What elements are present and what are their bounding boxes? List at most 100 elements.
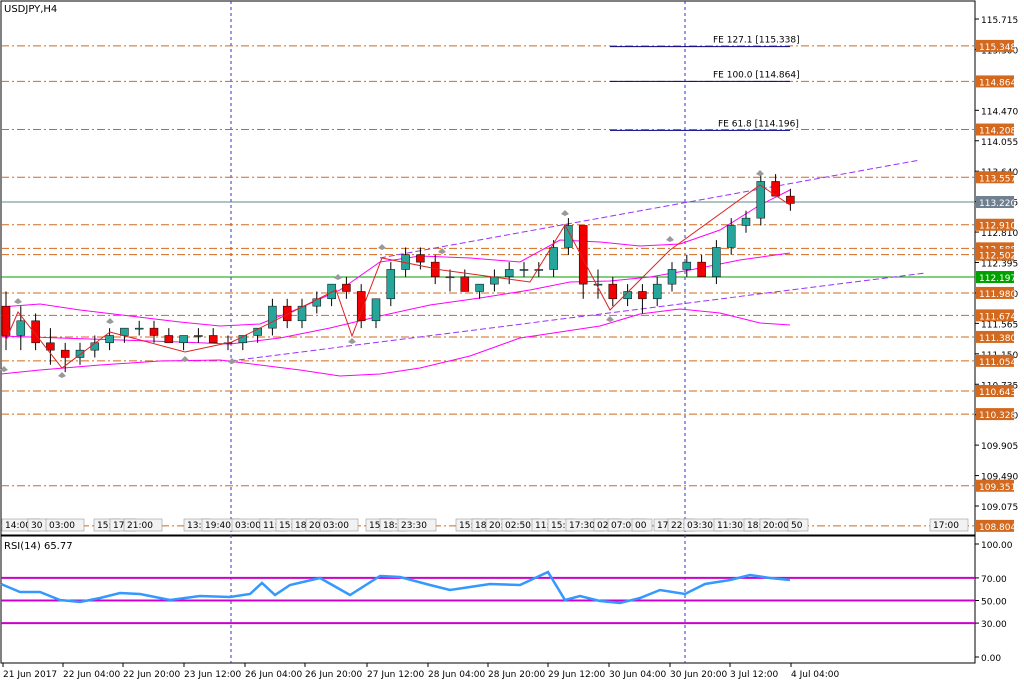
bull-candle — [652, 283, 662, 300]
zigzag-indicator — [5, 184, 791, 369]
session-tag: 18: — [295, 521, 309, 531]
bear-candle — [786, 195, 795, 204]
price-tick-label: 111.565 — [981, 320, 1018, 330]
time-label: 26 Jun 04:00 — [245, 670, 302, 680]
price-tick-label: 109.490 — [981, 473, 1018, 483]
time-axis: 21 Jun 2017 22 Jun 04:00 22 Jun 20:00 23 Ju… — [2, 663, 840, 680]
time-label: 29 Jun 12:00 — [548, 670, 605, 680]
current-price-box — [976, 195, 1014, 208]
fractal-arrow — [438, 248, 446, 254]
level-price-box — [976, 39, 1014, 52]
rsi-tick-label: 30.00 — [981, 620, 1007, 630]
zigzag-line — [5, 184, 791, 369]
green-level-box — [976, 271, 1014, 284]
level-price-box-label: 111.054 — [979, 358, 1016, 368]
session-tag: 17:00 — [933, 521, 959, 531]
session-tag: 14:00 — [5, 521, 31, 531]
level-price-box-label: 114.864 — [979, 78, 1016, 88]
price-tick-label: 115.715 — [981, 16, 1018, 26]
bull-candle — [105, 335, 114, 344]
green-level-box-label: 112.197 — [979, 274, 1016, 284]
bear-candle — [608, 283, 618, 300]
level-price-box — [976, 248, 1014, 261]
level-price-box — [976, 408, 1014, 421]
level-price-box-label: 110.643 — [979, 388, 1016, 398]
session-tag: 23:30 — [401, 521, 427, 531]
bollinger-bands — [0, 189, 791, 377]
time-label: 30 Jun 20:00 — [670, 670, 727, 680]
session-tag: 17: — [113, 521, 127, 531]
level-price-box-label: 112.910 — [979, 222, 1016, 232]
session-tag: 30 — [31, 521, 43, 531]
level-price-box — [976, 75, 1014, 88]
period-separators — [230, 1, 686, 663]
bull-candle — [682, 261, 692, 270]
fractal-arrow — [606, 316, 614, 322]
bull-candle — [268, 305, 277, 329]
session-tag: 20: — [489, 521, 503, 531]
fractal-arrow — [106, 318, 114, 324]
level-price-box — [976, 519, 1014, 532]
bull-candle — [504, 269, 514, 278]
bull-candle — [312, 298, 322, 307]
time-label: 22 Jun 20:00 — [123, 670, 180, 680]
session-tag: 21:00 — [127, 521, 153, 531]
time-label: 23 Jun 12:00 — [184, 670, 241, 680]
time-label: 3 Jul 12:00 — [730, 670, 779, 680]
bull-candle — [120, 327, 129, 336]
session-tag-box — [319, 518, 359, 532]
level-price-box-label: 110.328 — [979, 411, 1016, 421]
fractal-arrow — [334, 274, 342, 280]
level-price-box — [976, 171, 1014, 184]
level-price-box — [976, 218, 1014, 231]
time-label: 26 Jun 20:00 — [305, 670, 362, 680]
bear-candle — [460, 276, 470, 292]
time-label: 21 Jun 2017 — [3, 670, 57, 680]
session-tag: 11: — [263, 521, 277, 531]
level-price-box-label: 108.804 — [979, 523, 1016, 533]
level-price-box-label: 111.980 — [979, 290, 1016, 300]
fractal-arrow — [348, 338, 356, 344]
fractal-arrow — [561, 210, 569, 216]
session-tag: 02:50 — [505, 521, 531, 531]
fractal-arrow — [0, 366, 8, 372]
session-tag: 15: — [279, 521, 293, 531]
bear-candle — [342, 283, 351, 292]
level-price-box-label: 111.674 — [979, 312, 1016, 322]
bear-candle — [60, 349, 70, 358]
price-tick-label: 114.470 — [981, 107, 1018, 117]
fractal-arrow — [228, 358, 236, 364]
session-tag: 03:00 — [49, 521, 75, 531]
time-label: 27 Jun 12:00 — [367, 670, 424, 680]
bull-candle — [534, 269, 544, 271]
fractal-arrow — [756, 170, 764, 176]
bear-candle — [31, 320, 40, 344]
price-tick-label: 109.075 — [981, 503, 1018, 513]
price-tick-label: 112.395 — [981, 260, 1018, 270]
bull-candle — [549, 247, 558, 270]
session-tag-box — [397, 518, 437, 532]
bear-candle — [164, 335, 174, 344]
bear-candle — [282, 305, 292, 322]
level-price-box-label: 112.502 — [979, 252, 1016, 262]
fractal-arrow — [14, 298, 22, 304]
level-price-box-label: 115.348 — [979, 43, 1016, 53]
session-tag-box — [45, 518, 85, 532]
chart-title: USDJPY,H4 — [4, 4, 57, 15]
session-tag: 18: — [747, 521, 761, 531]
bull-candle — [756, 181, 766, 219]
bb-lower — [0, 308, 791, 377]
current-price-box-label: 113.220 — [979, 199, 1016, 209]
session-tag: 11: — [535, 521, 549, 531]
bull-candle — [253, 327, 262, 336]
bull-candle — [16, 320, 26, 336]
rsi-tick-label: 100.00 — [981, 541, 1013, 551]
session-tag: 15: — [97, 521, 111, 531]
rsi-tick-label: 70.00 — [981, 575, 1007, 585]
bull-candle — [75, 349, 85, 358]
bull-candle — [179, 335, 188, 344]
session-tag: 15: — [551, 521, 565, 531]
rsi-line — [0, 570, 791, 605]
fractal-markers — [0, 170, 764, 378]
